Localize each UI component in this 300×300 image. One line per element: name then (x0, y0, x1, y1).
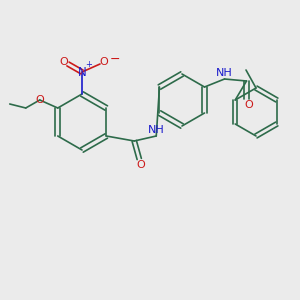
Text: O: O (35, 95, 44, 105)
Text: O: O (100, 57, 108, 67)
Text: −: − (110, 52, 121, 65)
Text: O: O (60, 57, 68, 67)
Text: O: O (137, 160, 146, 170)
Text: +: + (85, 60, 92, 69)
Text: O: O (244, 100, 253, 110)
Text: N: N (78, 65, 86, 79)
Text: NH: NH (148, 125, 165, 135)
Text: NH: NH (216, 68, 233, 78)
